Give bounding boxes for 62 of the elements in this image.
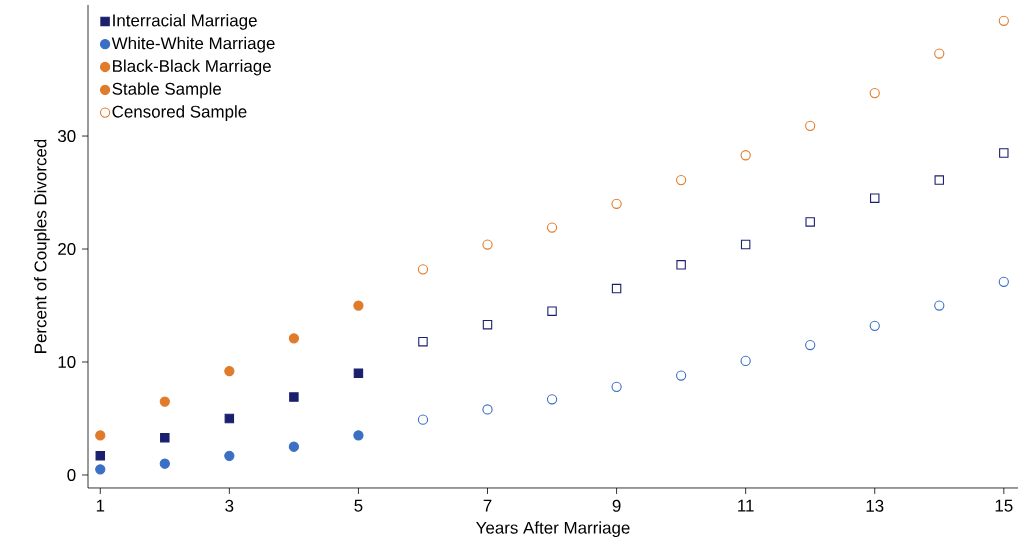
- point: [675, 370, 687, 381]
- point: [417, 264, 429, 275]
- point: [95, 430, 106, 441]
- point: [546, 222, 558, 233]
- point: [353, 368, 364, 379]
- x-tick-label: 5: [354, 499, 363, 512]
- x-tick-label: 15: [995, 499, 1013, 512]
- point: [95, 451, 106, 461]
- x-tick-label: 9: [612, 499, 621, 512]
- point: [546, 394, 558, 405]
- point: [805, 120, 816, 132]
- point: [159, 396, 170, 407]
- legend-label: White-White Marriage: [111, 36, 275, 53]
- point: [482, 404, 493, 415]
- x-tick-label: 3: [225, 499, 234, 512]
- point: [417, 414, 429, 425]
- point: [418, 336, 428, 347]
- x-tick-label: 11: [738, 499, 754, 512]
- point: [740, 239, 751, 250]
- x-tick-label: 1: [96, 499, 105, 512]
- point: [353, 300, 364, 311]
- point: [611, 381, 622, 392]
- point: [288, 333, 300, 344]
- point: [869, 320, 880, 331]
- point: [611, 283, 622, 294]
- point: [611, 198, 622, 209]
- legend-label: Censored Sample: [112, 105, 247, 121]
- point: [482, 319, 493, 330]
- point: [934, 48, 945, 59]
- point: [740, 150, 751, 161]
- point: [224, 413, 235, 424]
- point: [289, 392, 299, 402]
- point: [805, 339, 816, 351]
- point: [999, 148, 1009, 158]
- point: [870, 193, 880, 203]
- x-tick-label: 13: [866, 499, 884, 512]
- point: [288, 441, 300, 452]
- point: [224, 365, 235, 377]
- legend-label: Interracial Marriage: [113, 14, 257, 30]
- y-tick-label: 30: [57, 130, 76, 143]
- y-tick-label: 0: [67, 468, 76, 481]
- point: [482, 239, 493, 250]
- point: [740, 355, 751, 367]
- point: [934, 300, 945, 311]
- x-axis-title: Years After Marriage: [476, 521, 630, 538]
- annotation: Stable Sample: [112, 82, 222, 99]
- point: [934, 175, 945, 185]
- point: [353, 430, 364, 441]
- point: [224, 450, 235, 461]
- y-tick-label: 10: [58, 356, 76, 369]
- x-tick-label: 7: [483, 499, 492, 512]
- point: [159, 458, 170, 469]
- y-axis-title: Percent of Couples Divorced: [34, 139, 50, 353]
- legend-label: Black-Black Marriage: [113, 59, 271, 76]
- point: [869, 87, 880, 99]
- point: [805, 217, 815, 227]
- point: [95, 464, 106, 475]
- point: [676, 260, 686, 270]
- point: [160, 432, 170, 443]
- point: [675, 174, 687, 186]
- y-tick-label: 20: [58, 243, 76, 256]
- point: [547, 306, 557, 316]
